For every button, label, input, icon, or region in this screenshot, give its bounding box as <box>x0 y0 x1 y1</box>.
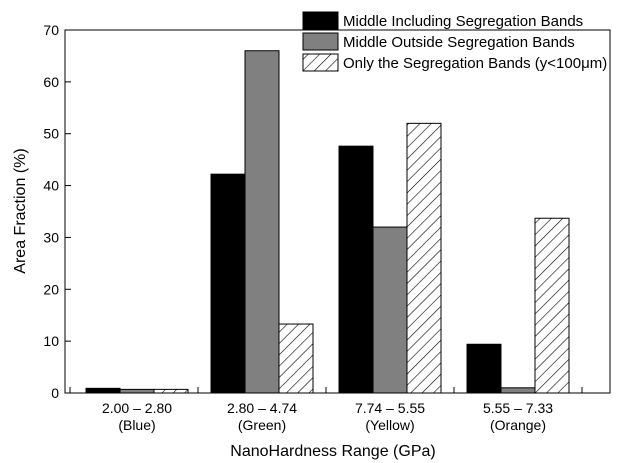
legend-swatch-1 <box>302 11 339 30</box>
x-tick-sublabel: (Blue) <box>118 417 155 433</box>
bar-series2-cat3 <box>372 226 408 394</box>
y-tick-label: 20 <box>43 281 59 297</box>
bar-series2-cat2 <box>244 50 280 394</box>
bar-series3-cat3 <box>406 122 442 394</box>
y-tick-label: 10 <box>43 333 59 349</box>
y-tick-label: 60 <box>43 74 59 90</box>
legend-label-3: Only the Segregation Bands (y<100μm) <box>343 55 607 72</box>
legend-label-2: Middle Outside Segregation Bands <box>343 34 575 51</box>
bar-series3-cat2 <box>278 323 314 394</box>
x-tick-label: 7.74 – 5.55 <box>355 400 425 416</box>
bar-series1-cat4 <box>466 343 502 394</box>
bar-series2-cat4 <box>500 387 536 394</box>
legend-swatch-3 <box>302 53 339 72</box>
y-axis: 0 10 20 30 40 50 60 70 <box>43 22 71 401</box>
legend-swatch-2 <box>302 32 339 51</box>
y-tick-label: 0 <box>51 385 59 401</box>
x-tick-label: 2.80 – 4.74 <box>227 400 297 416</box>
legend-label-1: Middle Including Segregation Bands <box>343 13 583 30</box>
bar-series3-cat4 <box>534 217 570 394</box>
plot-frame <box>64 29 611 394</box>
bar-series3-cat1 <box>153 388 189 394</box>
bar-series2-cat1 <box>119 388 155 394</box>
x-axis-title: NanoHardness Range (GPa) <box>230 443 435 460</box>
bar-series1-cat2 <box>210 173 246 394</box>
y-axis-title: Area Fraction (%) <box>12 148 29 273</box>
y-tick-label: 40 <box>43 178 59 194</box>
y-tick-label: 30 <box>43 229 59 245</box>
legend: Middle Including Segregation Bands Middle… <box>302 11 607 72</box>
bar-series1-cat3 <box>338 145 374 394</box>
x-tick-label: 5.55 – 7.33 <box>483 400 553 416</box>
bars-group <box>85 50 570 394</box>
x-tick-sublabel: (Orange) <box>490 417 546 433</box>
x-tick-sublabel: (Yellow) <box>365 417 414 433</box>
x-axis: 2.00 – 2.80(Blue) 2.80 – 4.74(Green) 7.74 … <box>69 387 583 433</box>
bar-series1-cat1 <box>85 387 121 394</box>
x-tick-label: 2.00 – 2.80 <box>102 400 172 416</box>
x-tick-sublabel: (Green) <box>238 417 286 433</box>
y-tick-label: 70 <box>43 22 59 38</box>
y-tick-label: 50 <box>43 126 59 142</box>
